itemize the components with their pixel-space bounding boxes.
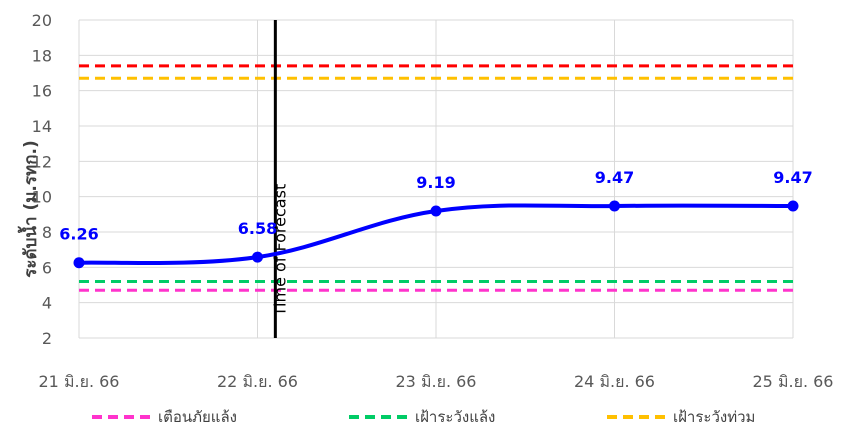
x-tick-label: 25 มิ.ย. 66 [753, 372, 834, 391]
grid [78, 19, 794, 339]
y-tick-label: 14 [32, 117, 52, 136]
legend-label: เฝ้าระวังท่วม [673, 408, 755, 426]
y-tick-label: 20 [32, 11, 52, 30]
data-point [252, 251, 263, 263]
x-axis-ticks: 21 มิ.ย. 66 22 มิ.ย. 66 23 มิ.ย. 66 24 มิ.ย… [39, 372, 834, 391]
y-axis-ticks: 2 4 6 8 10 12 14 16 18 20 [32, 11, 52, 348]
y-tick-label: 8 [42, 223, 52, 242]
series-water-level: 6.26 6.58 9.19 9.47 9.47 [59, 168, 813, 269]
data-label: 6.58 [238, 219, 277, 238]
legend-label: เฝ้าระวังแล้ง [415, 408, 495, 426]
forecast-label: Time of Forecast [270, 184, 289, 317]
legend: เตือนภัยแล้ง เฝ้าระวังแล้ง เฝ้าระวังท่วม [92, 408, 755, 426]
y-tick-label: 10 [32, 188, 52, 207]
data-point [430, 205, 442, 217]
y-tick-label: 6 [42, 258, 52, 277]
data-label: 9.47 [773, 168, 812, 187]
y-tick-label: 18 [32, 46, 52, 65]
x-tick-label: 23 มิ.ย. 66 [396, 372, 477, 391]
x-tick-label: 24 มิ.ย. 66 [574, 372, 655, 391]
y-tick-label: 2 [42, 329, 52, 348]
x-tick-label: 21 มิ.ย. 66 [39, 372, 120, 391]
x-tick-label: 22 มิ.ย. 66 [217, 372, 298, 391]
data-point [73, 257, 85, 269]
data-point [787, 200, 799, 212]
data-label: 6.26 [59, 225, 98, 244]
y-axis-label: ระดับน้ำ (ม.รทก.) [17, 140, 41, 277]
y-tick-label: 4 [42, 294, 52, 313]
y-tick-label: 12 [32, 152, 52, 171]
data-label: 9.47 [595, 168, 634, 187]
data-label: 9.19 [416, 173, 455, 192]
threshold-lines [79, 64, 793, 292]
y-tick-label: 16 [32, 82, 52, 101]
data-point [609, 200, 620, 212]
legend-label: เตือนภัยแล้ง [158, 408, 237, 426]
